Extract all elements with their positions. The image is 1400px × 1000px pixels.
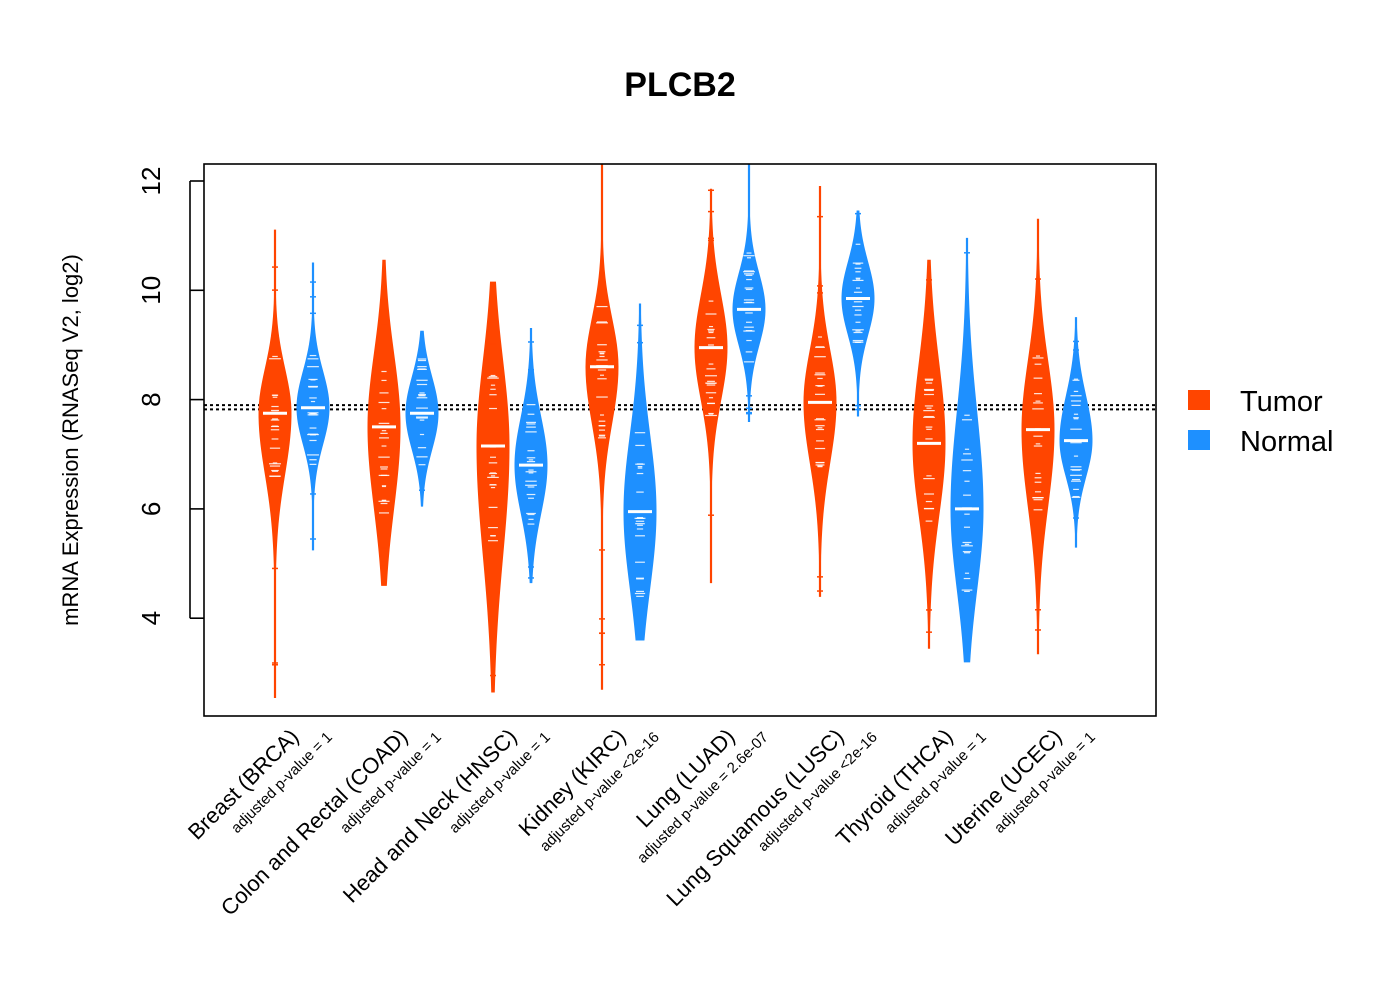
- violin-body-tumor-7: [912, 259, 946, 649]
- violin-body-tumor-4: [585, 164, 619, 690]
- y-tick-label-6: 6: [136, 502, 166, 516]
- violin-body-normal-5: [732, 164, 766, 422]
- violin-tumor-8: [1021, 218, 1055, 655]
- violin-body-normal-8: [1059, 317, 1093, 548]
- y-tick-label-8: 8: [136, 392, 166, 406]
- violin-normal-4: [623, 303, 657, 641]
- violin-tumor-7: [912, 259, 946, 649]
- violin-normal-2: [405, 330, 439, 507]
- y-tick-label-4: 4: [136, 611, 166, 625]
- legend-swatch-tumor: [1188, 390, 1210, 410]
- violin-normal-1: [296, 262, 330, 551]
- legend-label-tumor: Tumor: [1240, 386, 1323, 418]
- violin-tumor-1: [258, 229, 292, 698]
- violins: [258, 164, 1093, 698]
- reference-lines: [204, 404, 1156, 411]
- violin-tumor-3: [476, 281, 510, 693]
- violin-tumor-6: [803, 185, 837, 597]
- violin-body-normal-6: [841, 210, 875, 417]
- violin-body-normal-2: [405, 330, 439, 507]
- violin-body-tumor-6: [803, 185, 837, 597]
- legend-swatch-normal: [1188, 430, 1210, 450]
- violin-body-normal-7: [950, 237, 984, 663]
- violin-normal-8: [1059, 317, 1093, 548]
- violin-tumor-2: [367, 259, 401, 586]
- violin-body-tumor-5: [694, 188, 728, 584]
- violin-body-normal-3: [514, 328, 548, 584]
- chart-title: PLCB2: [624, 66, 735, 104]
- violin-tumor-5: [694, 188, 728, 584]
- plot-frame: [203, 163, 1157, 717]
- violin-normal-3: [514, 328, 548, 584]
- violin-normal-7: [950, 237, 984, 663]
- y-axis-label: mRNA Expression (RNASeq V2, log2): [58, 254, 83, 626]
- y-axis: 4 6 8 10 12: [136, 167, 204, 625]
- violin-tumor-4: [585, 164, 619, 690]
- violin-normal-5: [732, 164, 766, 422]
- y-tick-label-12: 12: [136, 167, 166, 196]
- legend: Tumor Normal: [1188, 386, 1333, 458]
- legend-label-normal: Normal: [1240, 426, 1333, 458]
- y-tick-label-10: 10: [136, 276, 166, 305]
- violin-body-normal-4: [623, 303, 657, 641]
- violin-normal-6: [841, 210, 875, 417]
